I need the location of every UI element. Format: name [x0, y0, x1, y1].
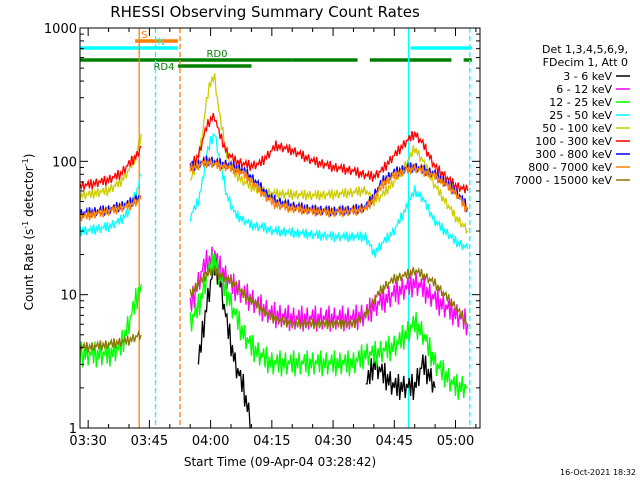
- legend-title: Det 1,3,4,5,6,9,: [542, 43, 628, 56]
- x-tick-label: 04:15: [253, 434, 290, 449]
- series-line: [189, 157, 469, 218]
- x-tick-label: 05:00: [437, 434, 474, 449]
- y-tick-label: 100: [52, 155, 77, 170]
- series-line: [365, 354, 436, 400]
- series-line: [189, 132, 469, 258]
- legend-label: 7000 - 15000 keV: [514, 174, 612, 187]
- series-line: [197, 255, 252, 429]
- series-line: [79, 284, 142, 368]
- y-axis-label: Count Rate (s-1 detector-1): [21, 154, 36, 311]
- x-tick-label: 03:45: [131, 434, 168, 449]
- x-tick-label: 03:30: [69, 434, 106, 449]
- series-line: [189, 251, 468, 400]
- state-bar-label: N: [158, 37, 165, 48]
- y-tick-label: 1: [69, 422, 77, 437]
- legend-title: FDecim 1, Att 0: [543, 56, 628, 69]
- legend-label: 3 - 6 keV: [563, 70, 612, 83]
- x-axis-label: Start Time (09-Apr-04 03:28:42): [184, 455, 376, 469]
- state-bar-label: RD4: [153, 62, 174, 73]
- legend-label: 12 - 25 keV: [549, 96, 612, 109]
- y-axis: 1 10 100 1000: [44, 22, 480, 437]
- x-axis: 03:30 03:45 04:00 04:15 04:30 04:45 05:00: [69, 28, 477, 449]
- series-line: [79, 329, 142, 353]
- chart-title: RHESSI Observing Summary Count Rates: [110, 3, 420, 21]
- state-bar-label: S: [141, 30, 147, 41]
- series-line: [189, 266, 468, 330]
- y-axis-label-part: detector: [22, 166, 36, 221]
- footer-timestamp: 16-Oct-2021 18:32: [560, 468, 636, 477]
- y-axis-label-sup: -1: [21, 158, 30, 166]
- series-line: [189, 155, 469, 217]
- plot-area: [79, 73, 469, 429]
- state-bar-label: RD0: [207, 49, 228, 60]
- legend-label: 25 - 50 keV: [549, 109, 612, 122]
- y-axis-label-sup: -1: [21, 221, 30, 229]
- legend-label: 6 - 12 keV: [556, 83, 612, 96]
- x-tick-label: 04:30: [314, 434, 351, 449]
- state-vertical-lines: [138, 28, 471, 428]
- x-tick-label: 04:45: [376, 434, 413, 449]
- x-tick-label: 04:00: [192, 434, 229, 449]
- y-axis-label-part: Count Rate (s: [22, 229, 36, 311]
- series-line: [79, 194, 142, 222]
- legend-label: 800 - 7000 keV: [528, 161, 612, 174]
- series-line: [79, 134, 142, 201]
- y-axis-label-part: ): [22, 154, 36, 159]
- series-line: [79, 145, 142, 191]
- legend: Det 1,3,4,5,6,9,FDecim 1, Att 03 - 6 keV…: [514, 43, 630, 187]
- legend-label: 50 - 100 keV: [542, 122, 612, 135]
- state-bars: SN RD0 RD4: [80, 30, 472, 73]
- legend-label: 300 - 800 keV: [535, 148, 612, 161]
- legend-label: 100 - 300 keV: [535, 135, 612, 148]
- y-tick-label: 1000: [44, 22, 77, 37]
- y-tick-label: 10: [60, 289, 77, 304]
- plot-frame: [79, 27, 481, 429]
